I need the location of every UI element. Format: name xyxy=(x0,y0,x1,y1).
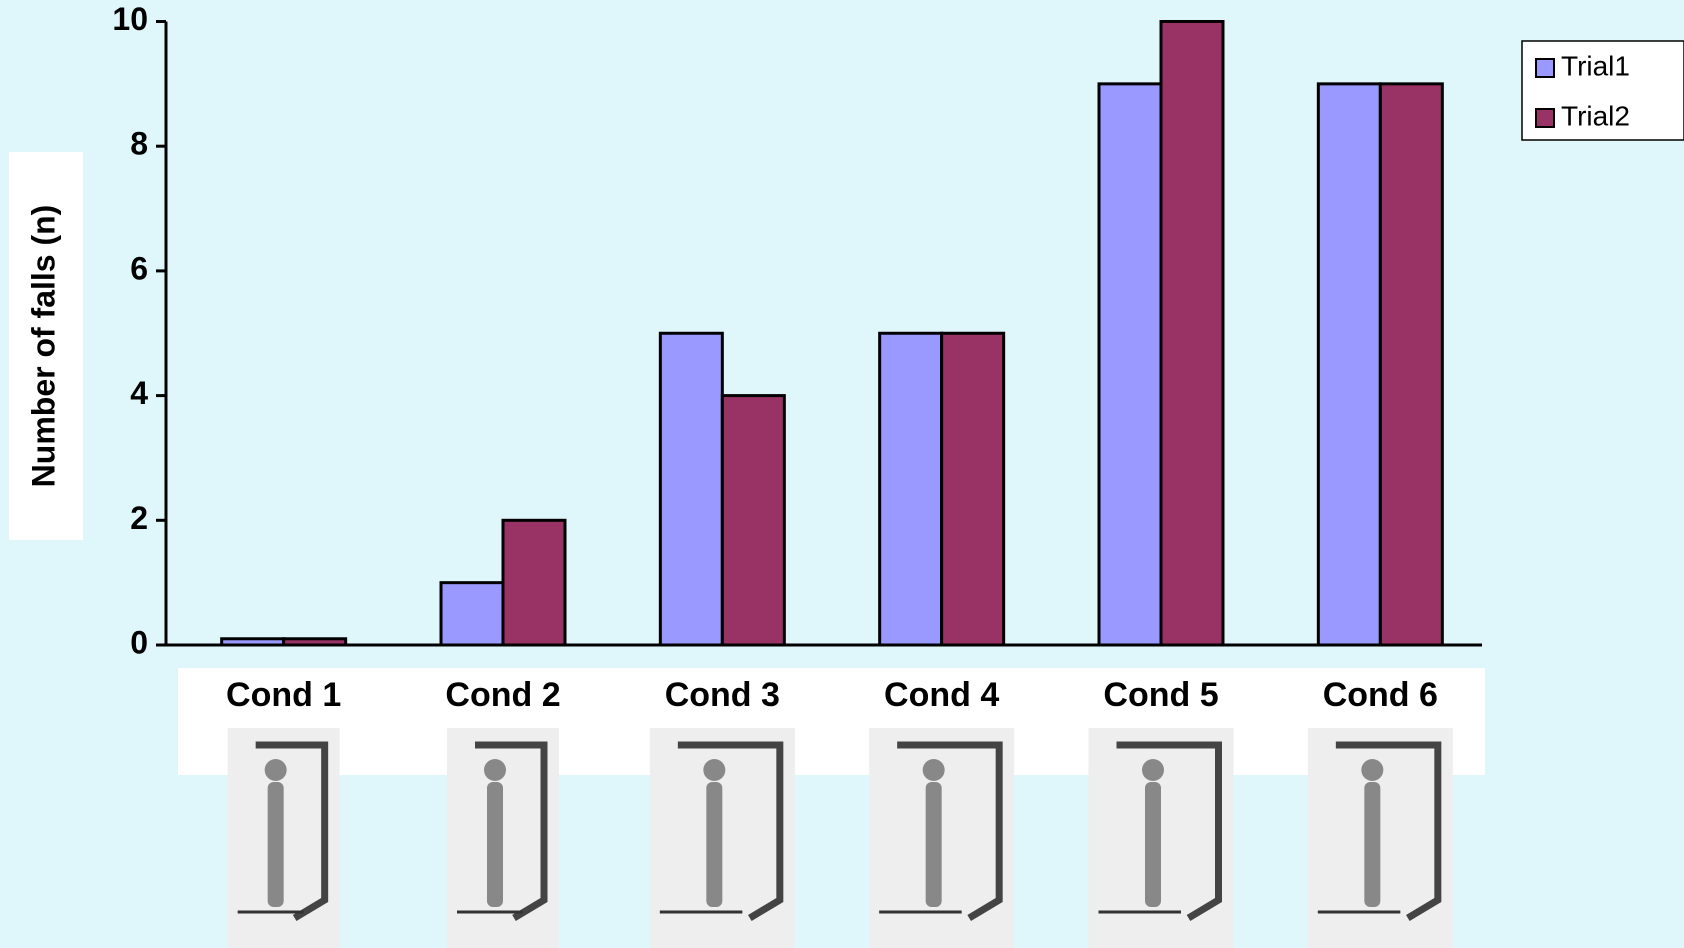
legend-swatch xyxy=(1536,59,1554,77)
bar xyxy=(880,333,942,645)
body xyxy=(487,782,503,907)
y-axis-label: Number of falls (n) xyxy=(25,205,61,488)
body xyxy=(706,782,722,907)
head xyxy=(1361,759,1383,781)
bar xyxy=(1099,84,1161,645)
y-tick-label: 6 xyxy=(130,250,148,286)
body xyxy=(926,782,942,907)
bar xyxy=(1318,84,1380,645)
legend-swatch xyxy=(1536,109,1554,127)
bar xyxy=(441,583,503,645)
y-tick-label: 4 xyxy=(130,375,148,411)
body xyxy=(268,782,284,907)
bar xyxy=(503,520,565,645)
x-tick-label: Cond 3 xyxy=(665,676,780,714)
body xyxy=(1364,782,1380,907)
y-tick-label: 0 xyxy=(130,624,148,660)
chart: Number of falls (n) 0 2 4 6 8 10 Cond 1 Cond 2 C… xyxy=(0,0,1684,948)
head xyxy=(1142,759,1164,781)
head xyxy=(484,759,506,781)
label-box xyxy=(178,668,1485,775)
bar xyxy=(942,333,1004,645)
head xyxy=(703,759,725,781)
body xyxy=(1145,782,1161,907)
x-tick-label: Cond 2 xyxy=(445,676,560,714)
x-tick-label: Cond 5 xyxy=(1103,676,1218,714)
x-tick-label: Cond 4 xyxy=(884,676,999,714)
head xyxy=(265,759,287,781)
y-tick-label: 10 xyxy=(112,1,148,37)
y-tick-label: 2 xyxy=(130,500,148,536)
head xyxy=(923,759,945,781)
x-tick-label: Cond 1 xyxy=(226,676,341,714)
x-tick-label: Cond 6 xyxy=(1323,676,1438,714)
legend-label: Trial1 xyxy=(1561,50,1630,81)
bar xyxy=(660,333,722,645)
y-tick-label: 8 xyxy=(130,126,148,162)
bar xyxy=(1380,84,1442,645)
bar xyxy=(1161,22,1223,646)
bar xyxy=(722,396,784,645)
legend-label: Trial2 xyxy=(1561,100,1630,131)
